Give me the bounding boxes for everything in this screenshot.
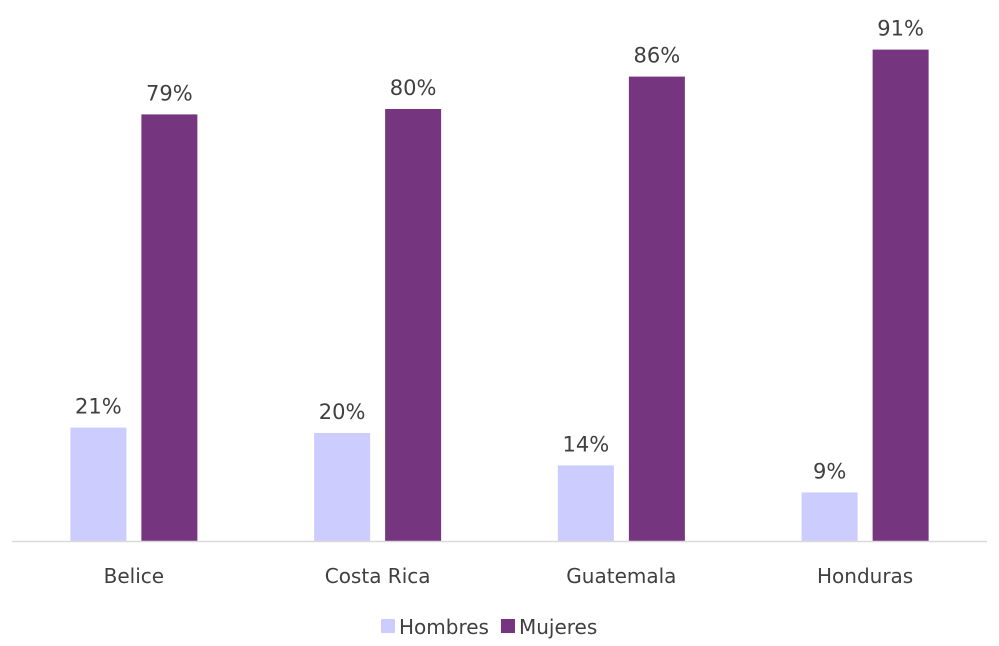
bar-hombres-honduras [801,492,858,541]
data-label-hombres-belice: 21% [75,395,122,419]
bar-hombres-belice [70,427,127,541]
legend-label-hombres: Hombres [399,615,489,639]
bar-mujeres-honduras [872,49,929,541]
legend-swatch-mujeres [500,619,515,633]
category-label-guatemala: Guatemala [566,564,676,588]
data-label-mujeres-honduras: 91% [877,17,924,41]
legend-swatch-hombres [381,619,395,633]
category-label-belice: Belice [104,564,164,588]
bars [70,49,929,542]
data-label-mujeres-costa-rica: 80% [390,76,437,100]
data-label-hombres-costa-rica: 20% [319,400,366,424]
data-label-mujeres-guatemala: 86% [634,44,681,68]
bar-hombres-costa-rica [314,433,371,541]
legend-label-mujeres: Mujeres [519,615,597,639]
category-label-honduras: Honduras [817,564,913,588]
legend: Hombres Mujeres [381,615,597,639]
bar-mujeres-belice [141,114,198,542]
bar-mujeres-costa-rica [385,109,442,541]
data-labels: 21% 79% 20% 80% 14% 86% 9% 91% [75,17,924,484]
data-label-mujeres-belice: 79% [146,81,193,105]
category-labels: Belice Costa Rica Guatemala Honduras [104,564,914,588]
bar-hombres-guatemala [557,465,614,541]
category-label-costa-rica: Costa Rica [325,564,431,588]
data-label-hombres-guatemala: 14% [563,432,610,456]
bar-mujeres-guatemala [628,76,685,541]
data-label-hombres-honduras: 9% [813,459,846,483]
